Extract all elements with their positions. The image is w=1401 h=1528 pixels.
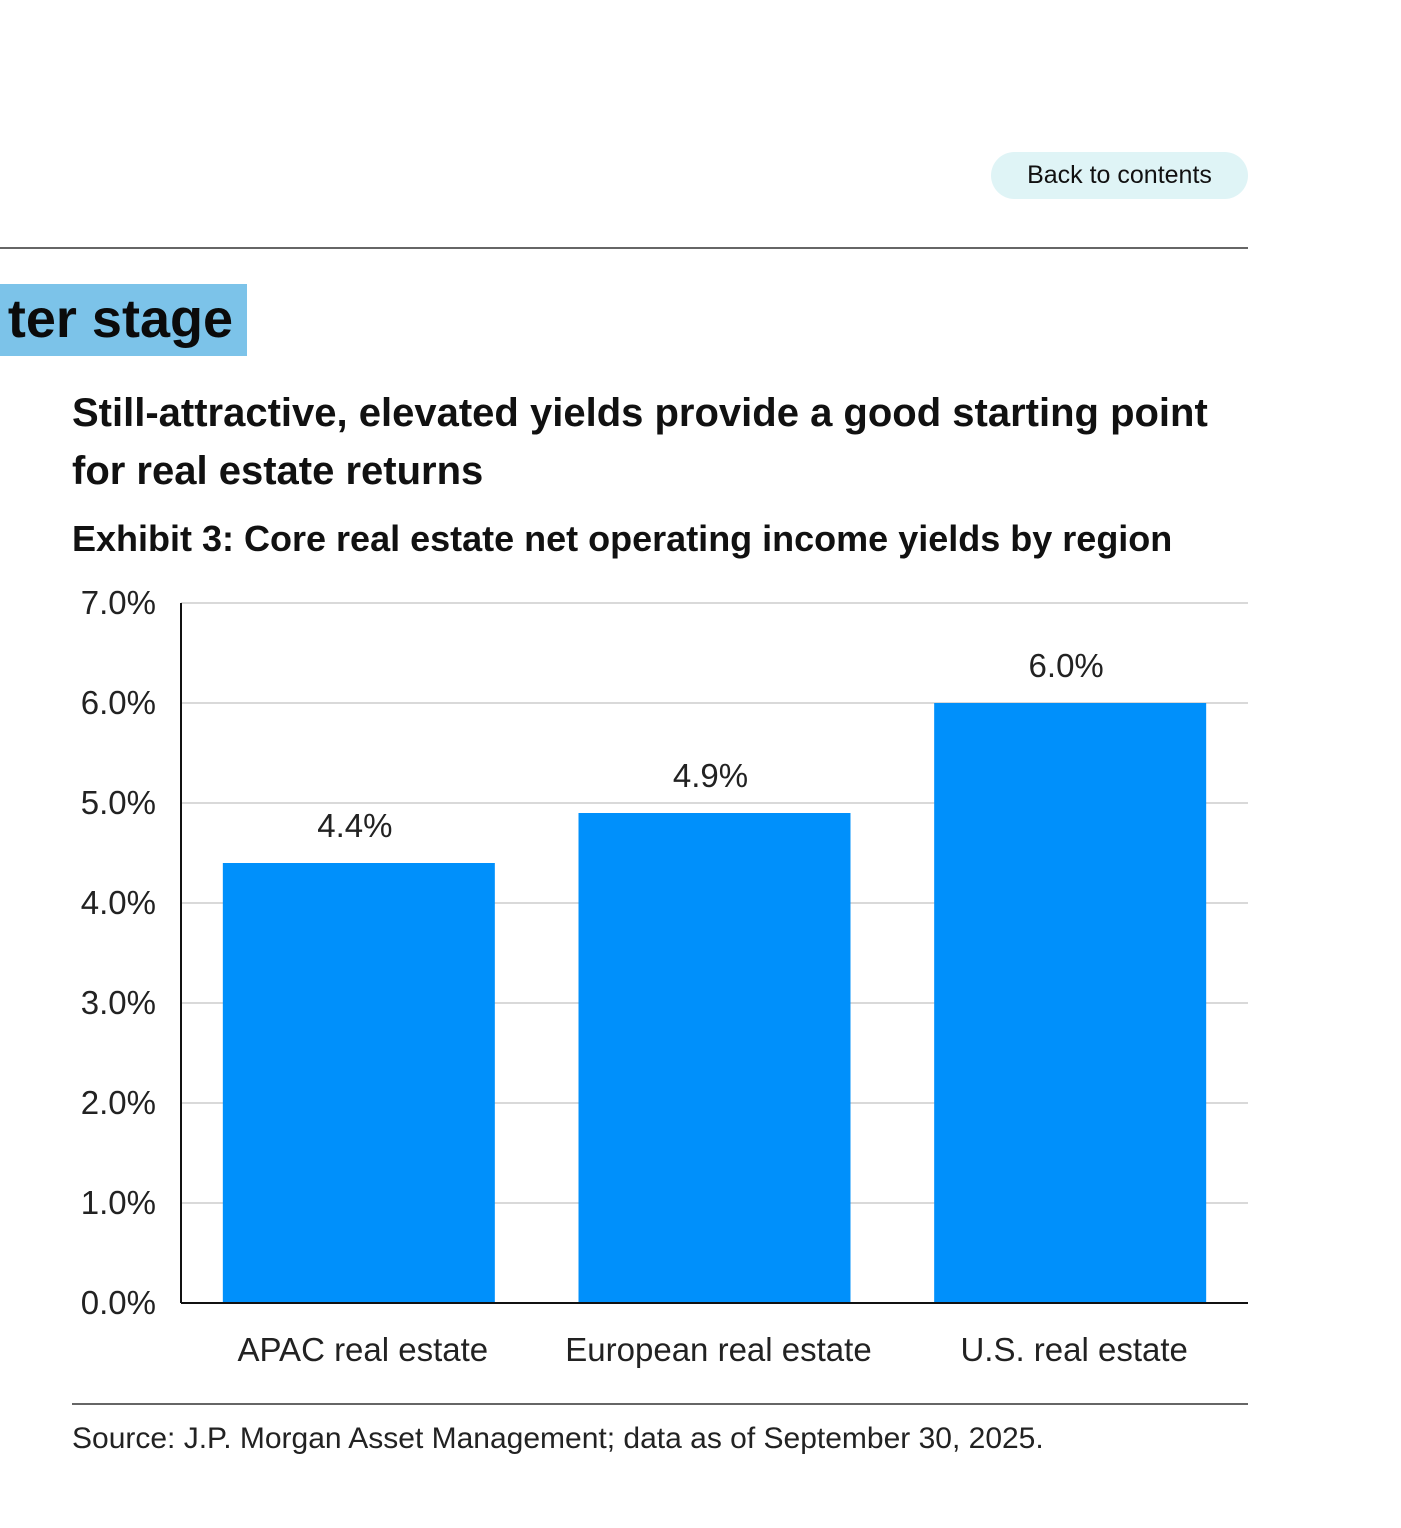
- bar-value-label: 4.4%: [317, 807, 392, 844]
- back-to-contents-button[interactable]: Back to contents: [991, 152, 1248, 199]
- y-tick-label: 7.0%: [81, 584, 156, 621]
- y-tick-label: 3.0%: [81, 984, 156, 1021]
- data-labels: 4.4% 4.9% 6.0%: [317, 647, 1104, 844]
- y-tick-label: 5.0%: [81, 784, 156, 821]
- source-note: Source: J.P. Morgan Asset Management; da…: [72, 1422, 1044, 1455]
- bar-chart: 4.4% 4.9% 6.0% 0.0% 1.0% 2.0% 3.0% 4.0% 5.0% 6.0…: [81, 584, 1248, 1368]
- y-tick-label: 1.0%: [81, 1184, 156, 1221]
- bottom-divider: [72, 1403, 1248, 1405]
- y-tick-label: 0.0%: [81, 1284, 156, 1321]
- x-category-label: APAC real estate: [237, 1331, 488, 1368]
- y-tick-label: 6.0%: [81, 684, 156, 721]
- section-tag: ter stage: [0, 284, 247, 356]
- bar-value-label: 4.9%: [673, 757, 748, 794]
- headline: Still-attractive, elevated yields provid…: [72, 391, 1208, 493]
- x-category-label: U.S. real estate: [960, 1331, 1187, 1368]
- bar: [578, 813, 851, 1303]
- section-tag-text: ter stage: [7, 289, 233, 349]
- top-divider: [0, 247, 1248, 249]
- exhibit-title: Exhibit 3: Core real estate net operatin…: [72, 518, 1173, 559]
- x-category-label: European real estate: [565, 1331, 871, 1368]
- y-tick-label: 2.0%: [81, 1084, 156, 1121]
- bar: [222, 863, 495, 1303]
- bar-value-label: 6.0%: [1029, 647, 1104, 684]
- bar: [934, 703, 1207, 1303]
- y-tick-label: 4.0%: [81, 884, 156, 921]
- axes: 0.0% 1.0% 2.0% 3.0% 4.0% 5.0% 6.0% 7.0% APAC rea…: [81, 584, 1248, 1368]
- bars: [222, 703, 1207, 1303]
